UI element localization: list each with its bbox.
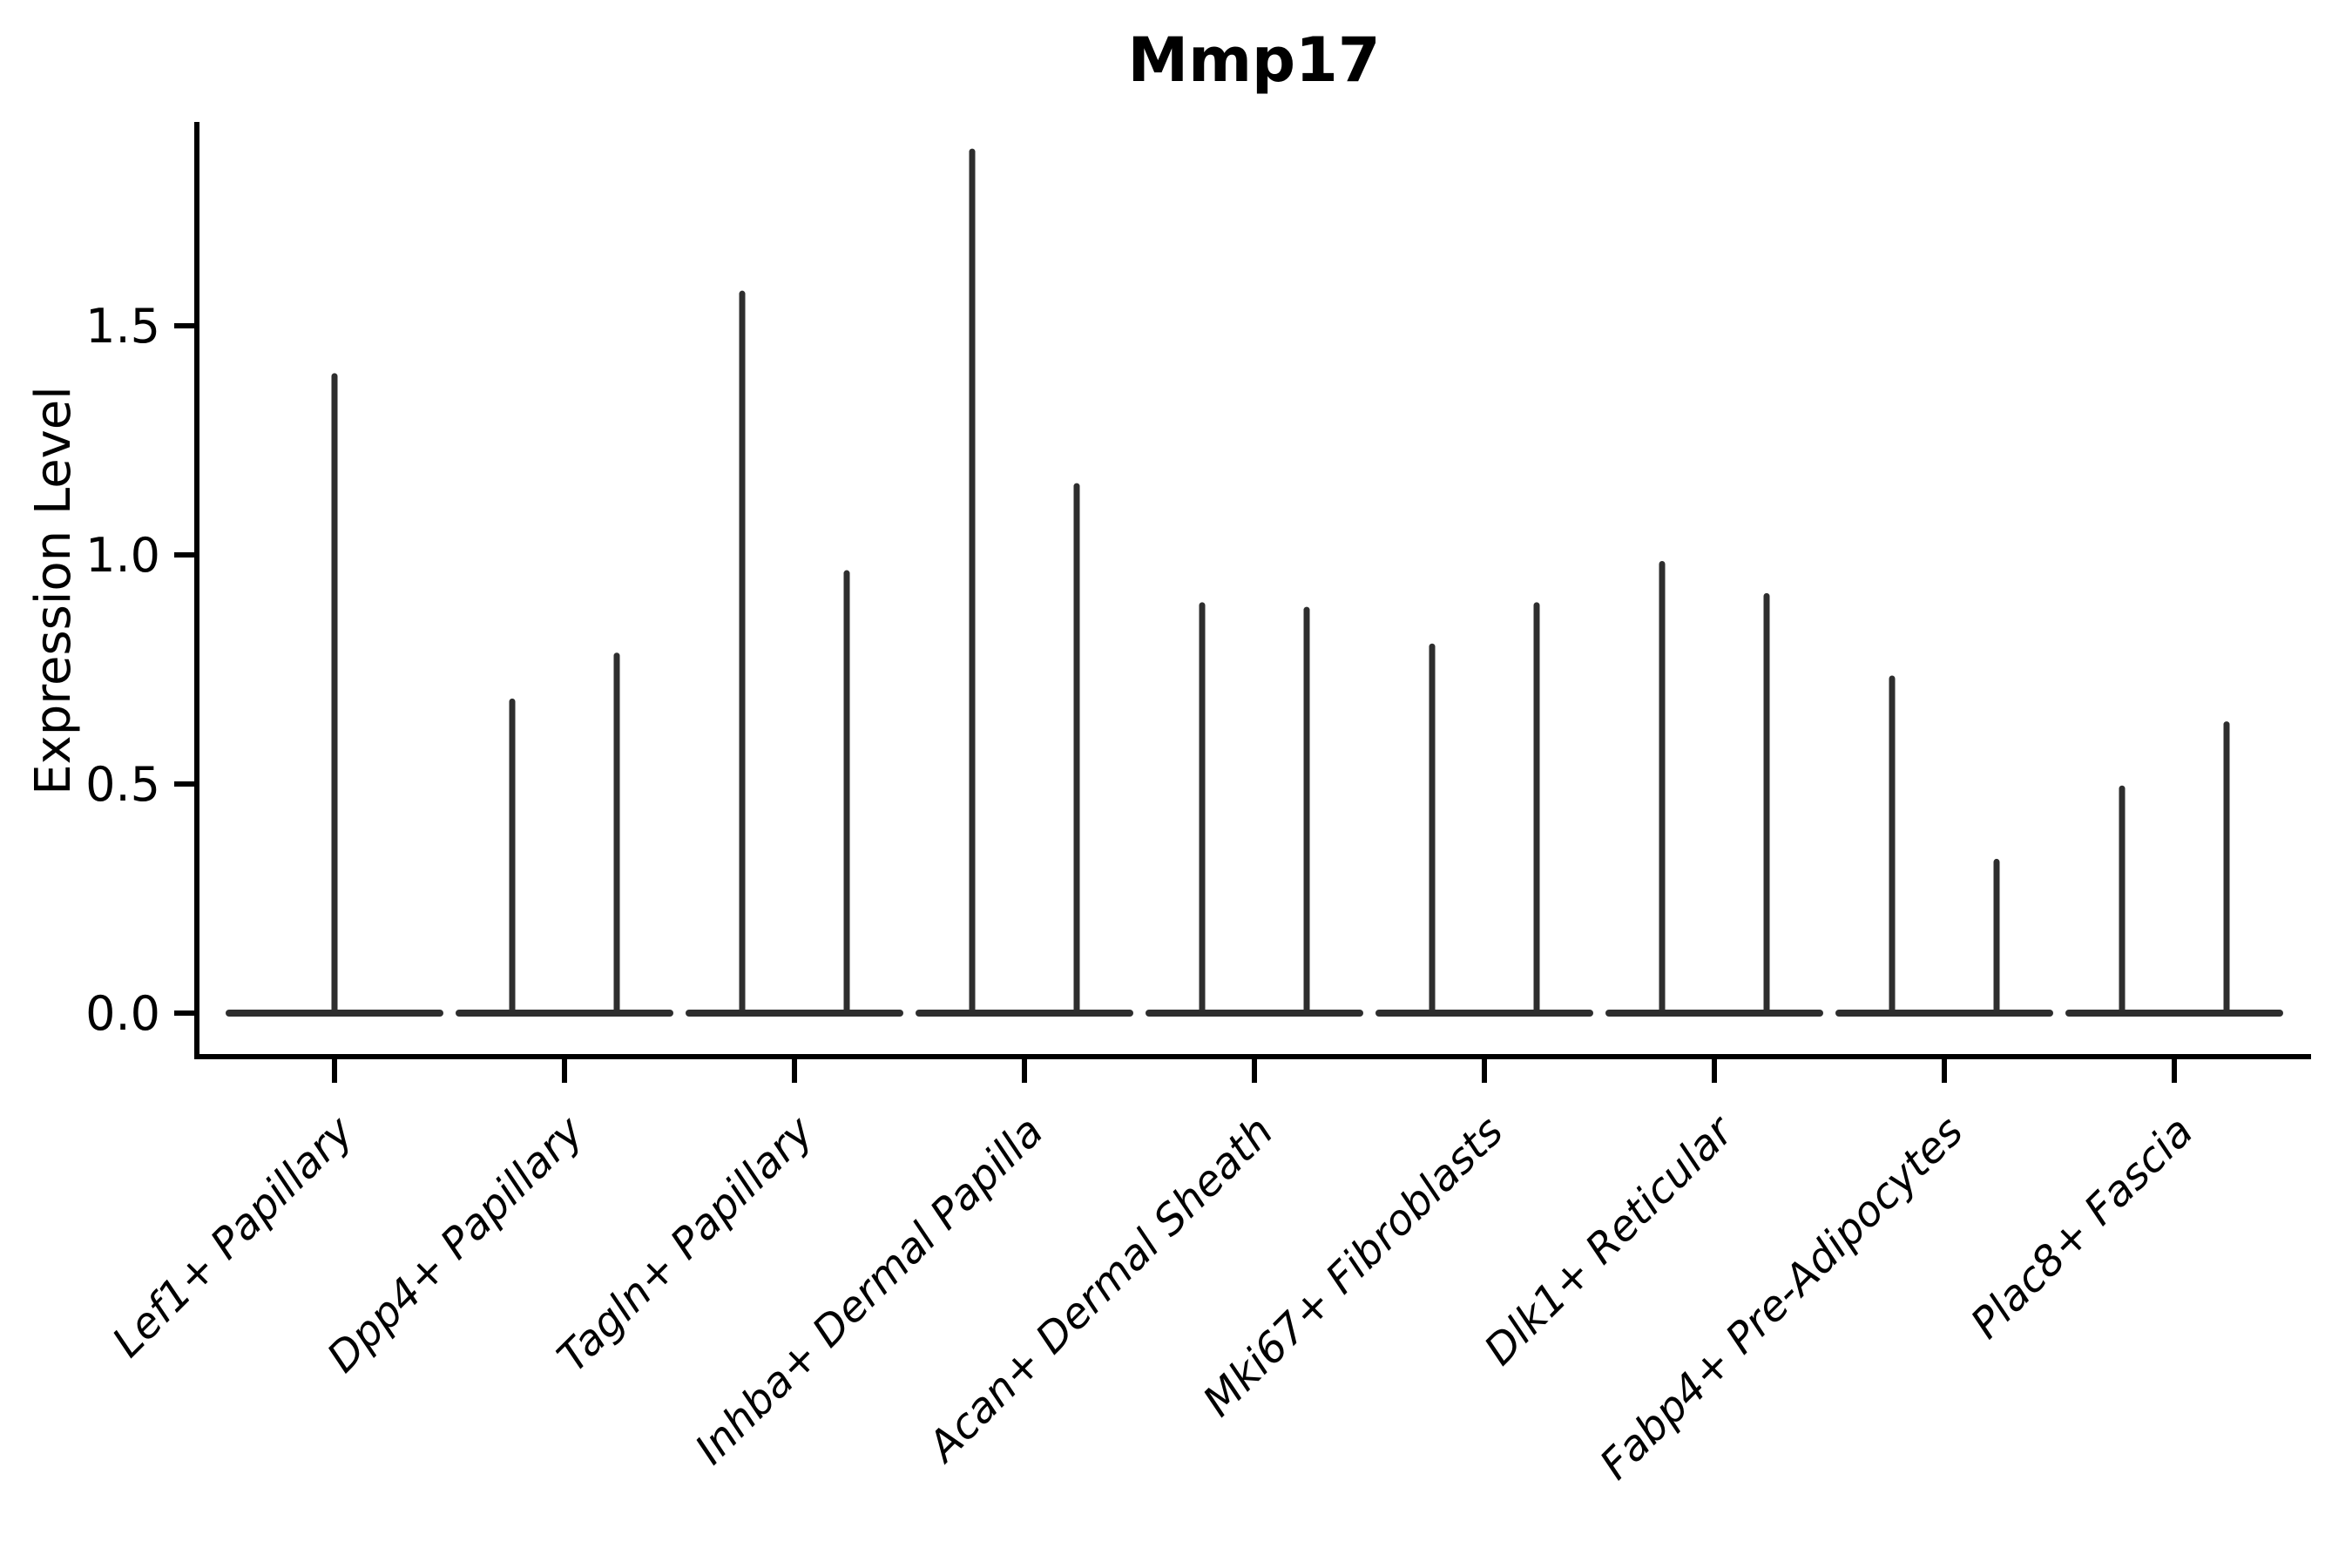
y-tick-label: 1.5 [85,299,160,354]
x-category-label: Plac8+ Fascia [1962,1107,2203,1348]
x-category-label: Dpp4+ Papillary [318,1106,593,1382]
x-category-label: Fabp4+ Pre-Adipocytes [1591,1107,1973,1490]
x-category-label: Tagln+ Papillary [548,1106,823,1382]
x-category-label: Dlk1+ Reticular [1475,1105,1745,1375]
y-tick-label: 0.5 [85,757,160,812]
chart-title: Mmp17 [1127,24,1381,96]
y-tick-label: 0.0 [85,986,160,1041]
y-tick-label: 1.0 [85,528,160,583]
x-category-label: Lef1+ Papillary [103,1106,363,1367]
